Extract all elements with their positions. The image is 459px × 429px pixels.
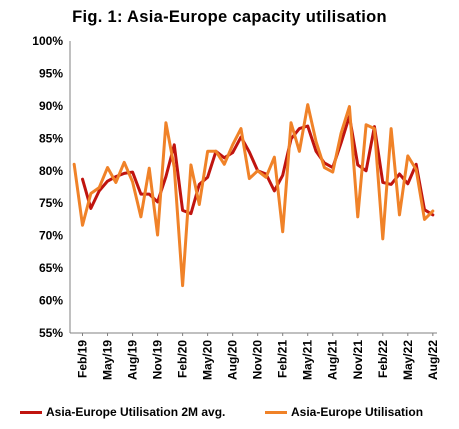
x-tick-label: Feb/20 xyxy=(176,340,190,378)
x-tick-label: May/21 xyxy=(301,340,315,380)
x-tick-label: Feb/21 xyxy=(276,340,290,378)
x-tick-label: Aug/22 xyxy=(426,340,440,380)
legend: Asia-Europe Utilisation 2M avg. Asia-Eur… xyxy=(0,405,459,423)
y-tick-label: 100% xyxy=(32,34,63,48)
legend-label-utilisation: Asia-Europe Utilisation xyxy=(291,405,424,419)
series-lines xyxy=(72,103,435,288)
y-tick-label: 80% xyxy=(39,164,63,178)
x-tick-label: May/19 xyxy=(101,340,115,380)
axes: 55% 60% 65% 70% 75% 80% 85% 90% 95% 100% Feb/19 May… xyxy=(32,34,440,380)
x-tick-label: Aug/21 xyxy=(326,340,340,380)
legend-item-2m-avg: Asia-Europe Utilisation 2M avg. xyxy=(20,405,225,419)
y-tick-label: 70% xyxy=(39,229,63,243)
x-tick-label: May/20 xyxy=(201,340,215,380)
x-tick-label: Feb/22 xyxy=(376,340,390,378)
x-tick-label: Nov/21 xyxy=(351,340,365,380)
y-tick-label: 85% xyxy=(39,131,63,145)
y-tick-label: 55% xyxy=(39,326,63,340)
x-tick-label: Aug/19 xyxy=(126,340,140,380)
chart-title: Fig. 1: Asia-Europe capacity utilisation xyxy=(72,8,387,26)
x-tick-label: May/22 xyxy=(401,340,415,380)
x-tick-label: Feb/19 xyxy=(76,340,90,378)
y-tick-label: 95% xyxy=(39,66,63,80)
x-tick-label: Aug/20 xyxy=(226,340,240,380)
legend-label-2m-avg: Asia-Europe Utilisation 2M avg. xyxy=(46,405,226,419)
legend-swatch-utilisation xyxy=(265,410,287,414)
y-tick-label: 60% xyxy=(39,294,63,308)
series-line-utilisation xyxy=(72,103,435,288)
x-tick-label: Nov/20 xyxy=(251,340,265,380)
legend-swatch-2m-avg xyxy=(20,410,42,414)
legend-item-utilisation: Asia-Europe Utilisation xyxy=(265,405,423,419)
y-tick-label: 75% xyxy=(39,196,63,210)
y-tick-label: 90% xyxy=(39,99,63,113)
y-tick-label: 65% xyxy=(39,261,63,275)
x-tick-label: Nov/19 xyxy=(151,340,165,380)
